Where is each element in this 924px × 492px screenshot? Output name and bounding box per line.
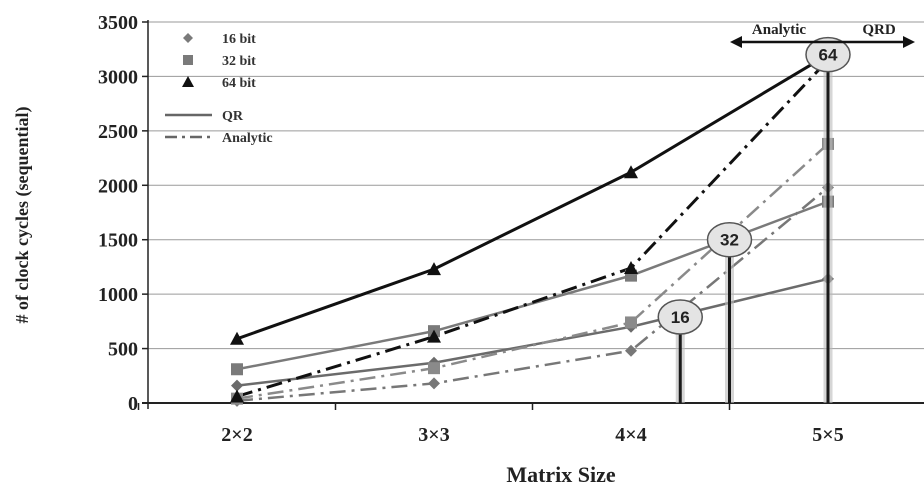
point-16bit-analytic-2 bbox=[625, 344, 637, 357]
y-tick-1000: 1000 bbox=[98, 284, 138, 306]
point-64bit-qr-1 bbox=[427, 262, 441, 276]
point-16bit-analytic-1 bbox=[428, 377, 440, 390]
region-annotation: Analytic QRD bbox=[730, 22, 915, 48]
x-tick-5×5: 5×5 bbox=[812, 424, 843, 446]
region-arrow-right-head bbox=[903, 36, 915, 48]
x-tick-4×4: 4×4 bbox=[615, 424, 646, 446]
crossover-bubble-32 bbox=[706, 221, 753, 258]
legend-label-0: 16 bit bbox=[222, 32, 256, 47]
crossover-bubble-64 bbox=[805, 36, 851, 73]
x-tick-3×3: 3×3 bbox=[418, 424, 449, 446]
region-label-left: Analytic bbox=[752, 22, 807, 38]
region-label-right: QRD bbox=[862, 22, 896, 38]
legend-label-analytic: Analytic bbox=[222, 131, 273, 146]
point-64bit-analytic-2 bbox=[624, 261, 638, 275]
series-64bit-analytic bbox=[236, 59, 830, 398]
crossover-label-16: 16 bbox=[671, 308, 690, 327]
y-axis-label: # of clock cycles (sequential) bbox=[12, 107, 33, 324]
point-64bit-qr-0 bbox=[230, 331, 244, 345]
y-tick-1500: 1500 bbox=[98, 230, 138, 252]
crossover-annotations: 64 32 16 bbox=[657, 36, 851, 403]
series-16bit-analytic bbox=[236, 186, 829, 403]
y-tick-2000: 2000 bbox=[98, 175, 138, 197]
legend-label-qr: QR bbox=[222, 109, 244, 124]
grid bbox=[148, 21, 924, 350]
legend-marker-triangle bbox=[182, 76, 194, 87]
legend-label-1: 32 bit bbox=[222, 54, 256, 69]
series-64bit-qr bbox=[236, 53, 829, 341]
point-32bit-analytic-2 bbox=[625, 316, 637, 329]
point-64bit-analytic-1 bbox=[427, 329, 441, 343]
region-arrow-left-head bbox=[730, 36, 742, 48]
y-tick-500: 500 bbox=[108, 339, 138, 361]
legend: 16 bit 32 bit 64 bit QR Analytic bbox=[165, 32, 273, 146]
legend-marker-square bbox=[183, 55, 193, 65]
point-32bit-analytic-1 bbox=[428, 362, 440, 375]
legend-marker-diamond bbox=[183, 33, 193, 43]
y-tick-3500: 3500 bbox=[98, 12, 138, 34]
crossover-bubble-16 bbox=[657, 299, 703, 335]
y-ticks: 0 500 1000 1500 2000 2500 3000 3500 bbox=[98, 12, 138, 415]
y-tick-3000: 3000 bbox=[98, 66, 138, 88]
point-32bit-qr-0 bbox=[231, 363, 243, 376]
series-16bit-qr bbox=[236, 277, 829, 387]
point-16bit-qr-0 bbox=[231, 379, 243, 392]
axes bbox=[137, 20, 924, 410]
crossover-label-64: 64 bbox=[819, 46, 838, 65]
series-32bit-analytic bbox=[236, 142, 829, 400]
x-ticks: 2×2 3×3 4×4 5×5 bbox=[221, 424, 843, 446]
x-tick-2×2: 2×2 bbox=[221, 424, 252, 446]
legend-label-2: 64 bit bbox=[222, 76, 256, 91]
y-tick-0: 0 bbox=[128, 393, 138, 415]
point-64bit-analytic-0 bbox=[230, 389, 244, 403]
x-axis-label: Matrix Size bbox=[506, 462, 616, 487]
point-64bit-qr-2 bbox=[624, 165, 638, 179]
y-tick-2500: 2500 bbox=[98, 121, 138, 143]
crossover-label-32: 32 bbox=[720, 231, 739, 250]
